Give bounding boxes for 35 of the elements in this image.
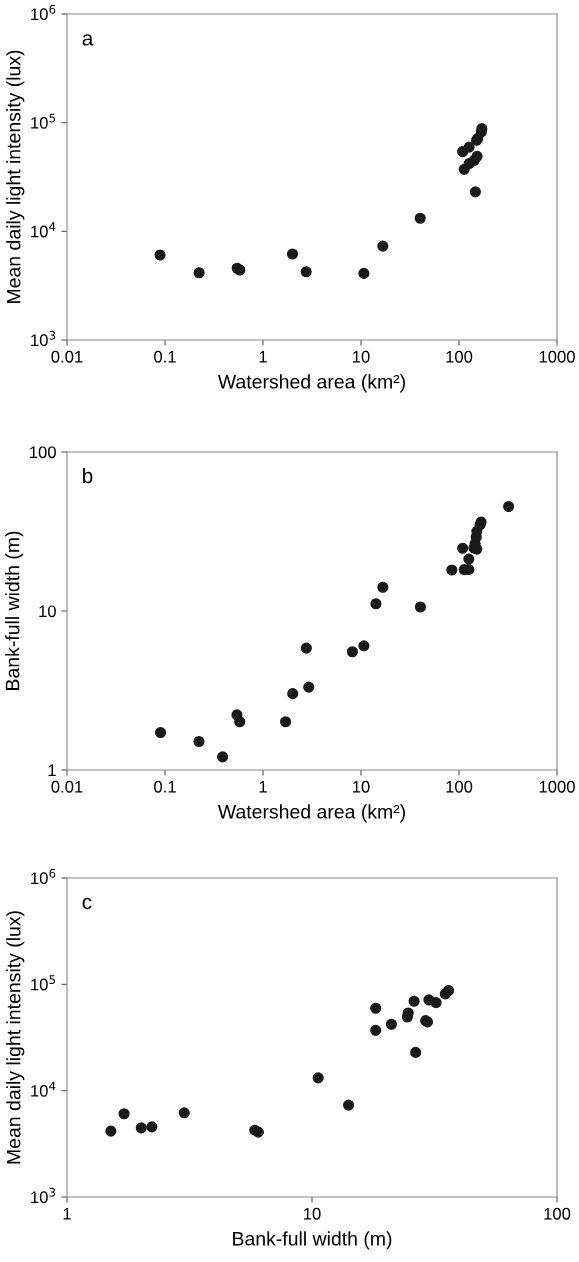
x-axis-title: Watershed area (km²) <box>217 804 405 823</box>
x-tick-label: 10 <box>353 780 370 793</box>
y-axis-title: Mean daily light intensity (lux) <box>6 50 25 303</box>
annotation: a <box>82 34 94 46</box>
annotation: c <box>82 897 92 910</box>
x-axis-title: Bank-full width (m) <box>233 1231 392 1250</box>
x-tick-label: 0.01 <box>51 350 83 363</box>
y-axis-title: Mean daily light intensity (lux) <box>6 911 25 1164</box>
x-tick-label: 100 <box>446 780 473 793</box>
x-tick-label: 10 <box>304 1207 321 1220</box>
y-axis-title: Bank-full width (m) <box>5 531 24 690</box>
x-axis-title: Watershed area (km²) <box>217 374 405 393</box>
x-tick-label: 1 <box>259 781 267 793</box>
x-tick-label: 10 <box>353 350 370 363</box>
x-tick-label: 0.01 <box>51 780 83 793</box>
y-tick-label: 10$^{6}$ <box>31 868 56 885</box>
x-tick-label: 1000 <box>539 350 575 363</box>
x-tick-label: 1 <box>63 1208 71 1220</box>
x-tick-label: 1 <box>259 351 267 363</box>
x-tick-label: 1000 <box>539 780 575 793</box>
y-tick-label: 10$^{3}$ <box>31 1187 56 1204</box>
y-tick-label: 10$^{6}$ <box>31 4 56 21</box>
y-tick-label: 10$^{4}$ <box>31 222 56 238</box>
x-tick-label: 0.1 <box>154 350 176 363</box>
y-tick-label: 100 <box>30 446 56 459</box>
y-tick-label: 10$^{5}$ <box>31 975 56 991</box>
y-tick-label: 10$^{5}$ <box>31 113 56 129</box>
annotation: b <box>83 467 93 484</box>
y-tick-label: 10$^{4}$ <box>31 1081 56 1097</box>
y-tick-label: 10 <box>39 605 56 618</box>
x-tick-label: 0.1 <box>154 780 176 793</box>
x-tick-label: 100 <box>544 1207 571 1220</box>
y-tick-label: 10$^{3}$ <box>31 330 56 347</box>
x-tick-label: 100 <box>446 350 473 363</box>
y-tick-label: 1 <box>48 764 56 777</box>
